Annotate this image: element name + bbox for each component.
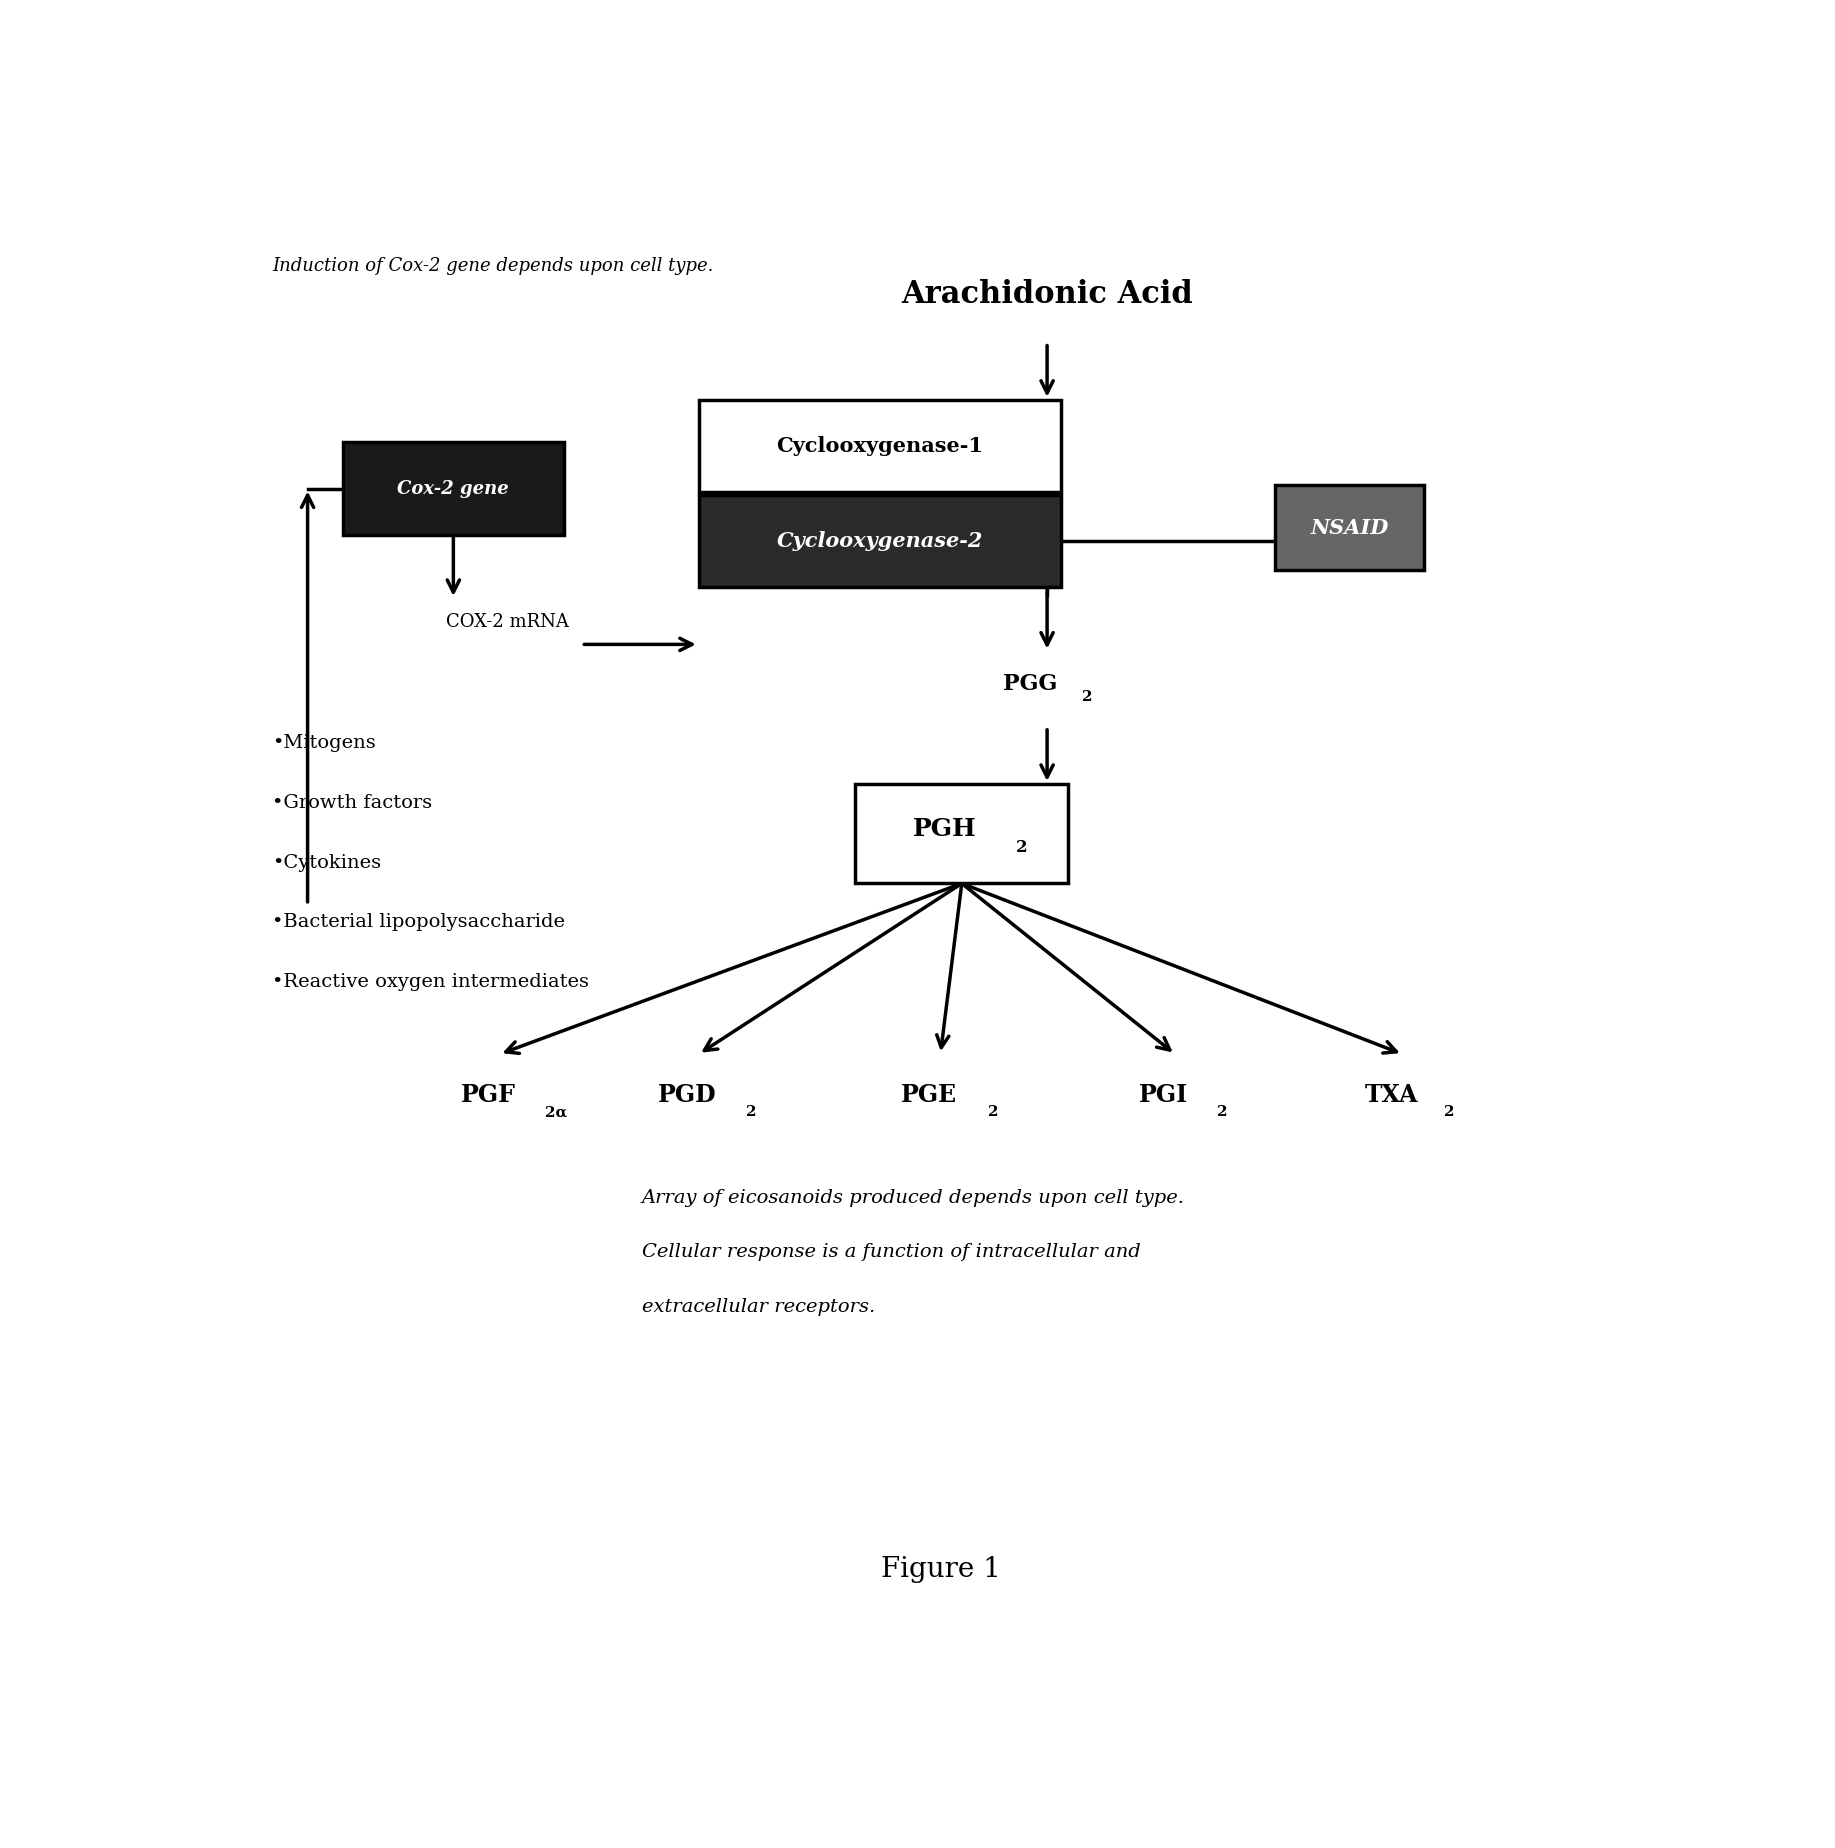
Text: 2: 2	[747, 1105, 756, 1120]
FancyBboxPatch shape	[699, 399, 1061, 492]
Text: 2: 2	[1081, 689, 1092, 704]
Text: PGE: PGE	[901, 1083, 958, 1107]
Text: PGD: PGD	[659, 1083, 717, 1107]
Text: •Growth factors: •Growth factors	[272, 795, 433, 811]
Text: Arachidonic Acid: Arachidonic Acid	[901, 279, 1193, 310]
Text: TXA: TXA	[1365, 1083, 1418, 1107]
Text: Cyclooxygenase-2: Cyclooxygenase-2	[776, 530, 984, 551]
Text: PGI: PGI	[1140, 1083, 1189, 1107]
FancyBboxPatch shape	[1275, 484, 1424, 571]
Text: 2: 2	[1017, 839, 1028, 856]
Text: Array of eicosanoids produced depends upon cell type.: Array of eicosanoids produced depends up…	[642, 1190, 1185, 1207]
Text: PGG: PGG	[1004, 673, 1057, 695]
Text: •Reactive oxygen intermediates: •Reactive oxygen intermediates	[272, 974, 589, 991]
Text: •Mitogens: •Mitogens	[272, 734, 376, 752]
Text: PGF: PGF	[461, 1083, 516, 1107]
Text: COX-2 mRNA: COX-2 mRNA	[446, 614, 569, 630]
Text: Cellular response is a function of intracellular and: Cellular response is a function of intra…	[642, 1244, 1141, 1262]
Text: extracellular receptors.: extracellular receptors.	[642, 1297, 875, 1316]
Text: Cox-2 gene: Cox-2 gene	[398, 480, 510, 497]
FancyBboxPatch shape	[343, 442, 563, 534]
Text: •Bacterial lipopolysaccharide: •Bacterial lipopolysaccharide	[272, 913, 565, 931]
Text: 2α: 2α	[545, 1105, 567, 1120]
Text: •Cytokines: •Cytokines	[272, 854, 382, 872]
Text: PGH: PGH	[912, 817, 976, 841]
Text: 2: 2	[987, 1105, 998, 1120]
Text: 2: 2	[1444, 1105, 1455, 1120]
FancyBboxPatch shape	[699, 495, 1061, 588]
Text: 2: 2	[1217, 1105, 1228, 1120]
Text: NSAID: NSAID	[1310, 517, 1389, 538]
Text: Cyclooxygenase-1: Cyclooxygenase-1	[776, 436, 984, 456]
Text: Figure 1: Figure 1	[881, 1556, 1000, 1584]
Text: Induction of Cox-2 gene depends upon cell type.: Induction of Cox-2 gene depends upon cel…	[272, 257, 714, 275]
FancyBboxPatch shape	[855, 784, 1068, 883]
